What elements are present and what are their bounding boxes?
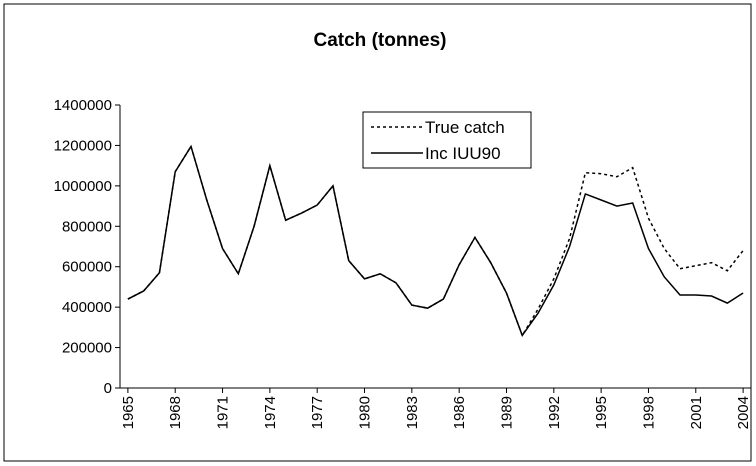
y-tick-label: 800000 [62, 218, 112, 235]
x-tick-label: 2004 [735, 396, 752, 429]
x-tick-label: 1971 [215, 396, 232, 429]
y-tick-label: 400000 [62, 299, 112, 316]
x-tick-label: 1995 [593, 396, 610, 429]
x-tick-label: 2001 [688, 396, 705, 429]
x-tick-label: 1980 [357, 396, 374, 429]
x-tick-label: 1992 [546, 396, 563, 429]
x-tick-label: 1983 [404, 396, 421, 429]
y-tick-label: 200000 [62, 340, 112, 357]
legend-label: True catch [425, 118, 505, 137]
legend-label: Inc IUU90 [425, 144, 501, 163]
y-tick-label: 1400000 [54, 97, 112, 114]
chart-title: Catch (tonnes) [314, 30, 447, 51]
x-tick-label: 1986 [451, 396, 468, 429]
y-tick-label: 600000 [62, 259, 112, 276]
x-tick-label: 1974 [262, 396, 279, 429]
x-tick-label: 1968 [167, 396, 184, 429]
x-tick-label: 1977 [309, 396, 326, 429]
x-tick-label: 1965 [120, 396, 137, 429]
x-tick-label: 1998 [640, 396, 657, 429]
x-tick-label: 1989 [498, 396, 515, 429]
y-tick-label: 1000000 [54, 178, 112, 195]
chart-frame [3, 3, 752, 462]
series-line [127, 144, 744, 338]
y-tick-label: 0 [104, 380, 112, 397]
legend-box [362, 111, 532, 169]
y-tick-label: 1200000 [54, 137, 112, 154]
